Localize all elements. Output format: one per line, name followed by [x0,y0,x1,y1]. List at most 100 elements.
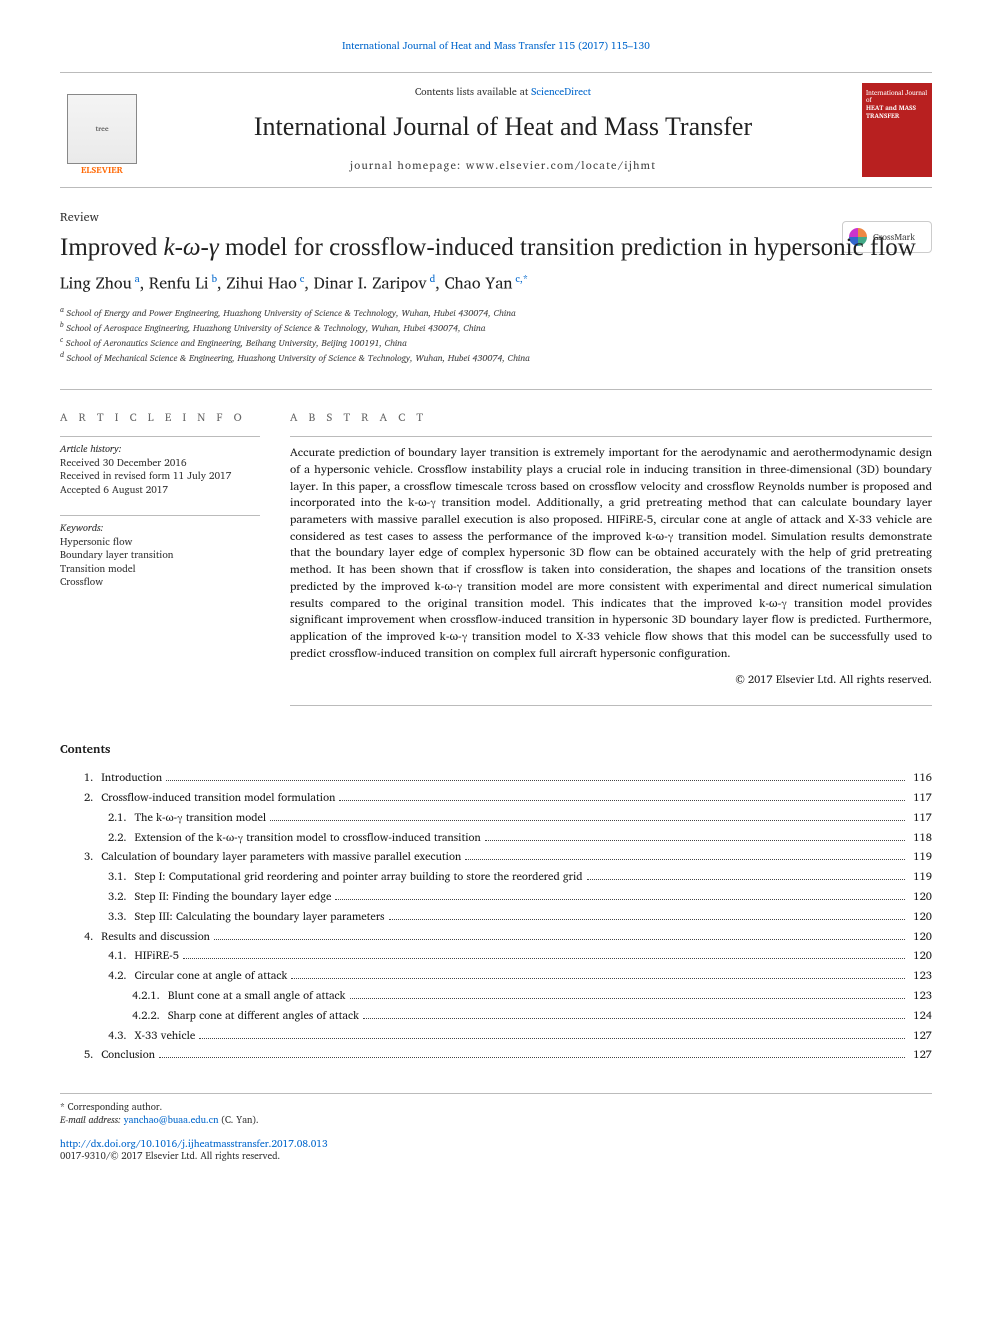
toc-row[interactable]: 4.3. X-33 vehicle 127 [60,1026,932,1046]
toc-row[interactable]: 2.2. Extension of the k-ω-γ transition m… [60,828,932,848]
issn-line: 0017-9310/© 2017 Elsevier Ltd. All right… [60,1151,932,1164]
toc-row[interactable]: 1. Introduction 116 [60,768,932,788]
toc-num: 5. [84,1045,101,1065]
toc-row[interactable]: 4.2.2. Sharp cone at different angles of… [60,1006,932,1026]
abstract-text: Accurate prediction of boundary layer tr… [290,436,932,662]
toc-page: 127 [909,1026,932,1046]
toc-page: 127 [909,1045,932,1065]
article-info-col: a r t i c l e i n f o Article history: R… [60,410,260,706]
journal-banner: tree ELSEVIER Contents lists available a… [60,72,932,188]
toc-title: Circular cone at angle of attack [135,966,288,986]
toc-dots [199,1038,905,1039]
toc-num: 2.2. [108,828,135,848]
toc-title: Introduction [101,768,162,788]
page-footer: * Corresponding author. E-mail address: … [60,1093,932,1164]
toc-title: Blunt cone at a small angle of attack [168,986,346,1006]
toc-num: 4.1. [108,946,135,966]
email-line: E-mail address: yanchao@buaa.edu.cn (C. … [60,1115,932,1128]
toc-row[interactable]: 4. Results and discussion 120 [60,927,932,947]
elsevier-logo: tree ELSEVIER [60,83,144,177]
toc-title: Step III: Calculating the boundary layer… [135,907,385,927]
keywords-block: Keywords: Hypersonic flowBoundary layer … [60,515,260,590]
toc-dots [389,919,906,920]
elsevier-label: ELSEVIER [81,164,123,176]
journal-name: International Journal of Heat and Mass T… [164,109,842,144]
toc-row[interactable]: 3. Calculation of boundary layer paramet… [60,847,932,867]
toc-dots [587,879,906,880]
toc-dots [335,899,905,900]
toc-page: 117 [909,808,932,828]
toc-title: Crossflow-induced transition model formu… [101,788,335,808]
toc-dots [166,780,905,781]
article-info-heading: a r t i c l e i n f o [60,410,260,425]
sciencedirect-link[interactable]: ScienceDirect [531,84,591,100]
toc-dots [465,859,905,860]
toc-num: 4. [84,927,101,947]
toc-num: 4.2. [108,966,135,986]
keywords-list: Hypersonic flowBoundary layer transition… [60,536,260,590]
toc-title: The k-ω-γ transition model [135,808,267,828]
contents-available: Contents lists available at ScienceDirec… [164,86,842,100]
toc-page: 118 [909,828,932,848]
toc-title: Calculation of boundary layer parameters… [101,847,461,867]
contents-heading: Contents [60,742,932,758]
journal-homepage: journal homepage: www.elsevier.com/locat… [164,158,842,173]
toc-title: X-33 vehicle [135,1026,196,1046]
abstract-heading: a b s t r a c t [290,410,932,425]
toc-page: 119 [909,847,932,867]
toc-row[interactable]: 4.2. Circular cone at angle of attack 12… [60,966,932,986]
email-label: E-mail address: [60,1113,124,1128]
toc-page: 117 [909,788,932,808]
elsevier-tree-icon: tree [67,94,137,164]
email-suffix: (C. Yan). [219,1113,259,1128]
toc-dots [350,998,906,999]
toc-row[interactable]: 2. Crossflow-induced transition model fo… [60,788,932,808]
header-citation: International Journal of Heat and Mass T… [60,40,932,54]
article-history: Article history: Received 30 December 20… [60,436,260,497]
toc-dots [159,1057,905,1058]
author-list: Ling Zhou a, Renfu Li b, Zihui Hao c, Di… [60,273,932,295]
toc-title: Step I: Computational grid reordering an… [135,867,583,887]
toc-page: 120 [909,946,932,966]
contents-prefix: Contents lists available at [415,84,531,100]
toc-title: Sharp cone at different angles of attack [168,1006,359,1026]
toc-row[interactable]: 4.2.1. Blunt cone at a small angle of at… [60,986,932,1006]
toc-page: 123 [909,966,932,986]
article-title: Improved k-ω-γ model for crossflow-induc… [60,232,932,263]
toc-num: 3. [84,847,101,867]
toc-dots [363,1018,905,1019]
author-email-link[interactable]: yanchao@buaa.edu.cn [124,1113,219,1128]
toc-page: 120 [909,887,932,907]
toc-title: Conclusion [101,1045,155,1065]
toc-page: 116 [909,768,932,788]
toc-row[interactable]: 4.1. HIFiRE-5 120 [60,946,932,966]
banner-center: Contents lists available at ScienceDirec… [164,86,842,173]
thumb-line-2: HEAT and MASS TRANSFER [866,104,928,120]
toc-num: 1. [84,768,101,788]
toc-row[interactable]: 5. Conclusion 127 [60,1045,932,1065]
toc-row[interactable]: 3.1. Step I: Computational grid reorderi… [60,867,932,887]
toc-page: 120 [909,927,932,947]
abstract-copyright: © 2017 Elsevier Ltd. All rights reserved… [290,672,932,706]
journal-cover-thumb: International Journal of HEAT and MASS T… [862,83,932,177]
toc-num: 3.1. [108,867,135,887]
affiliation-list: a School of Energy and Power Engineering… [60,305,932,365]
toc-title: Step II: Finding the boundary layer edge [135,887,332,907]
table-of-contents: 1. Introduction 116 2. Crossflow-induced… [60,768,932,1065]
toc-dots [183,958,906,959]
toc-dots [291,978,905,979]
toc-row[interactable]: 3.3. Step III: Calculating the boundary … [60,907,932,927]
toc-num: 4.2.1. [132,986,168,1006]
toc-page: 123 [909,986,932,1006]
toc-row[interactable]: 2.1. The k-ω-γ transition model 117 [60,808,932,828]
toc-num: 2.1. [108,808,135,828]
info-abstract-row: a r t i c l e i n f o Article history: R… [60,389,932,706]
toc-num: 4.3. [108,1026,135,1046]
abstract-col: a b s t r a c t Accurate prediction of b… [290,410,932,706]
toc-page: 119 [909,867,932,887]
toc-row[interactable]: 3.2. Step II: Finding the boundary layer… [60,887,932,907]
toc-num: 4.2.2. [132,1006,168,1026]
toc-dots [270,820,905,821]
article-type: Review [60,210,932,226]
history-accepted: Accepted 6 August 2017 [60,484,260,498]
